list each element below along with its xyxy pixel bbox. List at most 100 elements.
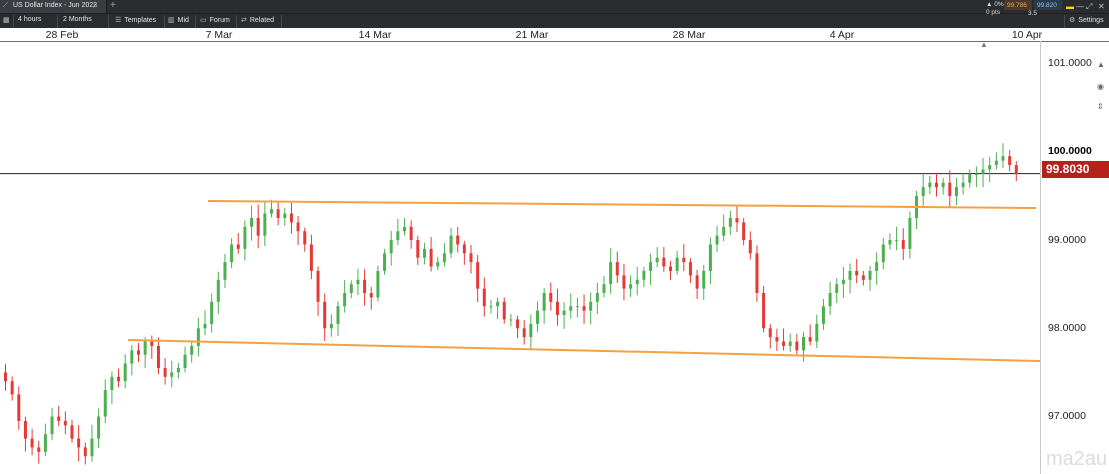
bar-chart-icon: ▥ (168, 17, 175, 24)
upper-trendline (207, 200, 1037, 209)
scroll-up-icon[interactable]: ▲ (1097, 60, 1105, 69)
crosshair-icon[interactable]: ◉ (1097, 82, 1104, 91)
candle-body (582, 306, 586, 311)
range-select[interactable]: 2 Months (63, 16, 92, 23)
candle-body (496, 301, 500, 307)
watermark: ma2au (1046, 448, 1108, 470)
mid-button[interactable]: ▥ Mid (168, 16, 189, 27)
x-tick-label: 14 Mar (358, 29, 392, 41)
candle-body (210, 301, 214, 324)
candle-body (117, 376, 121, 382)
candle-body (436, 262, 440, 267)
candle-body (954, 187, 958, 196)
candle-body (536, 310, 539, 324)
forum-button[interactable]: ▭ Forum (200, 16, 230, 27)
candle-body (974, 173, 978, 175)
candle-body (821, 306, 825, 324)
layout-grid-icon[interactable]: ▦ (3, 17, 10, 24)
candle-body (968, 173, 972, 183)
candle-body (429, 248, 433, 267)
candle-body (196, 328, 200, 346)
candle-body (735, 218, 739, 223)
candle-body (602, 284, 606, 293)
candle-body (57, 416, 61, 421)
candle-body (289, 213, 293, 223)
candle-body (589, 301, 593, 311)
popout-icon[interactable]: ⤢ (1086, 2, 1093, 11)
related-button[interactable]: ⇄ Related (241, 16, 274, 27)
divider (108, 15, 109, 28)
candle-body (875, 262, 879, 271)
minimize-icon[interactable]: — (1076, 2, 1084, 11)
candle-body (183, 354, 187, 368)
candle-body (383, 253, 387, 271)
candle-body (815, 323, 819, 342)
time-axis: 28 Feb 7 Mar 14 Mar 21 Mar 28 Mar 4 Apr … (0, 28, 1109, 42)
candle-body (835, 284, 839, 293)
candle-body (203, 323, 207, 329)
candle-body (469, 253, 473, 263)
candle-body (615, 262, 619, 276)
templates-button[interactable]: ☰ Templates (115, 16, 156, 27)
candle-body (10, 381, 14, 395)
candle-body (762, 293, 766, 329)
y-tick-label: 97.0000 (1048, 410, 1086, 422)
candle-body (682, 257, 686, 263)
interval-select[interactable]: 4 hours (18, 16, 42, 23)
candle-body (110, 376, 114, 391)
add-tab-button[interactable]: + (110, 0, 116, 11)
candle-body (156, 345, 160, 368)
candle-body (768, 328, 772, 338)
candle-body (482, 288, 486, 307)
candle-body (855, 270, 859, 276)
candle-body (416, 240, 420, 258)
candle-body (343, 293, 347, 307)
candle-body (236, 244, 240, 249)
candle-body (170, 372, 174, 377)
candle-body (715, 235, 719, 245)
divider (57, 15, 58, 28)
close-icon[interactable]: ✕ (1098, 2, 1105, 11)
candle-body (456, 235, 460, 245)
candle-body (961, 182, 965, 188)
candle-body (329, 323, 333, 329)
spread-value: 3.5 (1028, 10, 1038, 17)
forum-label: Forum (209, 17, 230, 24)
candle-body (30, 438, 34, 448)
candle-body (77, 438, 81, 448)
candle-body (722, 226, 726, 236)
sell-box[interactable] (1004, 0, 1032, 10)
scroll-marker-icon[interactable]: ▲ (980, 40, 988, 49)
buy-box[interactable] (1034, 0, 1062, 10)
related-label: Related (249, 17, 275, 24)
candle-body (1001, 156, 1005, 161)
candle-body (775, 337, 779, 342)
search-icon[interactable]: ⌕ (93, 1, 98, 10)
candle-body (369, 293, 373, 298)
templates-icon: ☰ (115, 17, 122, 24)
candle-body (449, 235, 453, 254)
candle-body (263, 213, 267, 236)
candle-body (742, 222, 746, 241)
candle-body (695, 275, 699, 289)
candle-body (17, 394, 21, 421)
alert-icon[interactable]: ▬ (1066, 2, 1074, 11)
candle-body (163, 368, 167, 377)
settings-button[interactable]: ⚙ Settings (1069, 16, 1104, 27)
candle-body (316, 270, 320, 302)
candle-body (782, 341, 786, 346)
candle-body (868, 270, 872, 280)
instrument-tab[interactable]: ⟋ US Dollar Index - Jun 2022 ⌕ (0, 0, 107, 13)
ruler-icon[interactable]: ⇕ (1097, 102, 1104, 111)
candle-body (190, 345, 194, 355)
x-tick-label: 4 Apr (829, 29, 855, 41)
candle-body (309, 244, 313, 271)
price-chart[interactable] (0, 41, 1040, 474)
candle-body (296, 222, 300, 232)
candle-body (37, 447, 41, 452)
candle-body (542, 293, 546, 311)
candle-body (422, 248, 426, 258)
candle-body (688, 262, 692, 276)
top-bar: ⟋ US Dollar Index - Jun 2022 ⌕ + ▦ 4 hou… (0, 0, 1109, 29)
candle-body (655, 257, 659, 263)
